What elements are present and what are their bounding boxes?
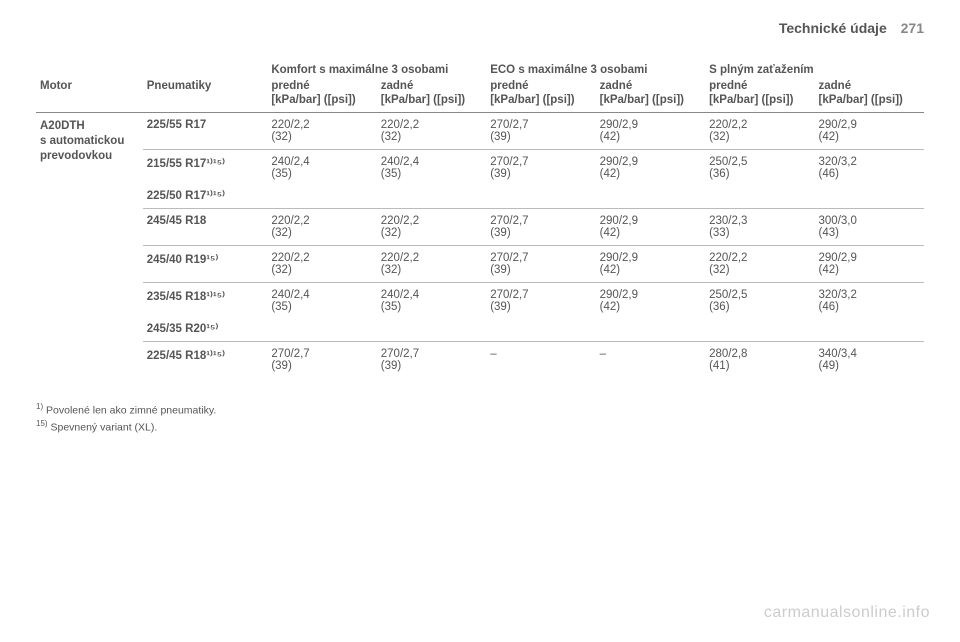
pressure-value: 220/2,2(32) <box>377 113 486 150</box>
pressure-value: 290/2,9(42) <box>596 283 705 342</box>
pressure-value: 270/2,7(39) <box>486 246 595 283</box>
tyre-cell: 245/45 R18 <box>143 209 268 246</box>
pressure-value: 270/2,7(39) <box>486 113 595 150</box>
unit-3: [kPa/bar] ([psi]) <box>596 94 705 113</box>
col-front-1: predné <box>486 78 595 94</box>
pressure-value: 340/3,4(49) <box>815 342 924 379</box>
tyre-size: 215/55 R17¹⁾¹⁵⁾ <box>147 156 264 170</box>
pressure-value: 220/2,2(32) <box>377 209 486 246</box>
tyre-cell: 215/55 R17¹⁾¹⁵⁾ 225/50 R17¹⁾¹⁵⁾ <box>143 150 268 209</box>
col-pneu: Pneumatiky <box>143 78 268 94</box>
pressure-value: 220/2,2(32) <box>377 246 486 283</box>
pressure-value: 320/3,2(46) <box>815 150 924 209</box>
tyre-size: 245/40 R19¹⁵⁾ <box>147 252 264 266</box>
pressure-value: 290/2,9(42) <box>596 209 705 246</box>
page-content: Technické údaje 271 Komfort s maximálne … <box>0 0 960 455</box>
col-front-0: predné <box>267 78 376 94</box>
pressure-value: 240/2,4(35) <box>267 283 376 342</box>
table-sub-header-row: Motor Pneumatiky predné zadné predné zad… <box>36 78 924 94</box>
table-group-header-row: Komfort s maximálne 3 osobami ECO s maxi… <box>36 60 924 78</box>
pressure-value: 220/2,2(32) <box>267 246 376 283</box>
motor-sub2: prevodovkou <box>40 149 139 164</box>
col-front-2: predné <box>705 78 814 94</box>
pressure-value: 220/2,2(32) <box>705 113 814 150</box>
table-row: 225/45 R18¹⁾¹⁵⁾270/2,7(39)270/2,7(39)––2… <box>36 342 924 379</box>
footnote-1: 1) Povolené len ako zimné pneumatiky. <box>36 402 924 417</box>
pressure-value: 240/2,4(35) <box>377 150 486 209</box>
pressure-value: – <box>596 342 705 379</box>
footnote-1-text: Povolené len ako zimné pneumatiky. <box>46 405 216 417</box>
footnote-15-mark: 15) <box>36 419 48 428</box>
table-unit-row: [kPa/bar] ([psi]) [kPa/bar] ([psi]) [kPa… <box>36 94 924 113</box>
pressure-value: 250/2,5(36) <box>705 283 814 342</box>
pressure-value: 240/2,4(35) <box>377 283 486 342</box>
col-group-full: S plným zaťažením <box>705 60 924 78</box>
col-group-eco: ECO s maximálne 3 osobami <box>486 60 705 78</box>
pressure-value: 290/2,9(42) <box>815 113 924 150</box>
unit-5: [kPa/bar] ([psi]) <box>815 94 924 113</box>
pressure-value: 280/2,8(41) <box>705 342 814 379</box>
col-rear-2: zadné <box>815 78 924 94</box>
tyre-size: 225/45 R18¹⁾¹⁵⁾ <box>147 348 264 362</box>
footnote-15: 15) Spevnený variant (XL). <box>36 419 924 434</box>
tyre-size: 235/45 R18¹⁾¹⁵⁾ <box>147 289 264 303</box>
footnote-1-mark: 1) <box>36 402 43 411</box>
pressure-value: 240/2,4(35) <box>267 150 376 209</box>
motor-cell: A20DTHs automatickouprevodovkou <box>36 113 143 379</box>
table-body: A20DTHs automatickouprevodovkou 225/55 R1… <box>36 113 924 379</box>
tyre-size-alt: 225/50 R17¹⁾¹⁵⁾ <box>147 188 264 202</box>
footnotes: 1) Povolené len ako zimné pneumatiky. 15… <box>36 402 924 433</box>
watermark: carmanualsonline.info <box>764 604 930 622</box>
unit-2: [kPa/bar] ([psi]) <box>486 94 595 113</box>
pressure-value: 230/2,3(33) <box>705 209 814 246</box>
pressure-value: 220/2,2(32) <box>267 113 376 150</box>
pressure-value: 270/2,7(39) <box>486 209 595 246</box>
footnote-15-text: Spevnený variant (XL). <box>50 421 157 433</box>
pressure-value: 270/2,7(39) <box>486 150 595 209</box>
tyre-size-alt: 245/35 R20¹⁵⁾ <box>147 321 264 335</box>
pressure-value: 220/2,2(32) <box>267 209 376 246</box>
motor-sub1: s automatickou <box>40 134 139 149</box>
pressure-value: 290/2,9(42) <box>815 246 924 283</box>
pressure-value: 300/3,0(43) <box>815 209 924 246</box>
pressure-value: 290/2,9(42) <box>596 150 705 209</box>
pressure-value: 270/2,7(39) <box>267 342 376 379</box>
col-rear-0: zadné <box>377 78 486 94</box>
unit-0: [kPa/bar] ([psi]) <box>267 94 376 113</box>
pressure-value: 320/3,2(46) <box>815 283 924 342</box>
unit-1: [kPa/bar] ([psi]) <box>377 94 486 113</box>
tyre-size: 245/45 R18 <box>147 215 264 227</box>
tyre-cell: 225/55 R17 <box>143 113 268 150</box>
table-row: 235/45 R18¹⁾¹⁵⁾245/35 R20¹⁵⁾240/2,4(35)2… <box>36 283 924 342</box>
tyre-cell: 245/40 R19¹⁵⁾ <box>143 246 268 283</box>
table-row: 245/45 R18220/2,2(32)220/2,2(32)270/2,7(… <box>36 209 924 246</box>
tyre-pressure-table: Komfort s maximálne 3 osobami ECO s maxi… <box>36 60 924 378</box>
tyre-cell: 235/45 R18¹⁾¹⁵⁾ 245/35 R20¹⁵⁾ <box>143 283 268 342</box>
pressure-value: 290/2,9(42) <box>596 113 705 150</box>
page-header: Technické údaje 271 <box>36 20 924 36</box>
page-number: 271 <box>901 20 924 36</box>
pressure-value: 270/2,7(39) <box>486 283 595 342</box>
col-group-comfort: Komfort s maximálne 3 osobami <box>267 60 486 78</box>
unit-4: [kPa/bar] ([psi]) <box>705 94 814 113</box>
tyre-size: 225/55 R17 <box>147 119 264 131</box>
tyre-cell: 225/45 R18¹⁾¹⁵⁾ <box>143 342 268 379</box>
header-title: Technické údaje <box>779 20 887 36</box>
col-motor: Motor <box>36 78 143 94</box>
pressure-value: 290/2,9(42) <box>596 246 705 283</box>
pressure-value: 250/2,5(36) <box>705 150 814 209</box>
col-rear-1: zadné <box>596 78 705 94</box>
pressure-value: – <box>486 342 595 379</box>
pressure-value: 270/2,7(39) <box>377 342 486 379</box>
motor-name: A20DTH <box>40 119 139 134</box>
pressure-value: 220/2,2(32) <box>705 246 814 283</box>
table-row: A20DTHs automatickouprevodovkou225/55 R1… <box>36 113 924 150</box>
table-row: 245/40 R19¹⁵⁾220/2,2(32)220/2,2(32)270/2… <box>36 246 924 283</box>
table-row: 215/55 R17¹⁾¹⁵⁾225/50 R17¹⁾¹⁵⁾240/2,4(35… <box>36 150 924 209</box>
